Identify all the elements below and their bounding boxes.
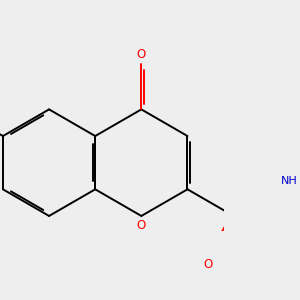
- Text: O: O: [137, 220, 146, 232]
- Text: NH: NH: [281, 176, 298, 186]
- Text: O: O: [204, 258, 213, 271]
- Text: O: O: [137, 48, 146, 61]
